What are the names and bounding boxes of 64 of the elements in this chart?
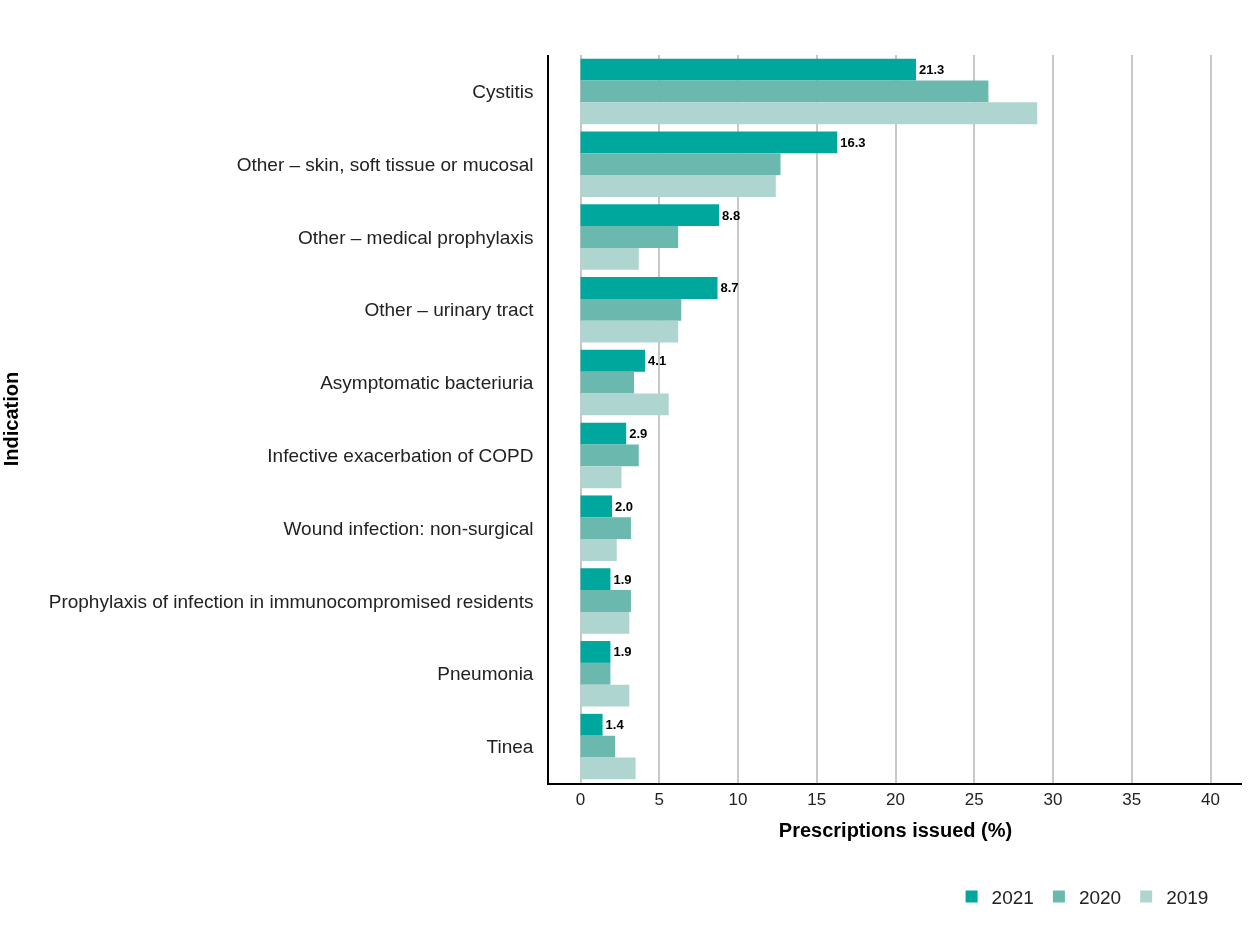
bar (580, 684, 630, 707)
x-tick-label: 35 (1122, 790, 1142, 810)
data-label: 8.7 (720, 280, 739, 296)
bar (580, 495, 612, 518)
bar (580, 611, 630, 634)
x-axis-title: Prescriptions issued (%) (778, 819, 1013, 842)
bar (580, 444, 639, 467)
y-tick-label: Other – medical prophylaxis (297, 226, 534, 248)
x-tick-label: 5 (654, 790, 664, 810)
bar (580, 757, 636, 780)
data-label: 16.3 (840, 134, 866, 150)
y-tick-label: Pneumonia (437, 663, 534, 685)
bar (580, 58, 916, 81)
bar (580, 277, 718, 299)
data-label: 21.3 (918, 62, 945, 78)
bar (580, 349, 646, 372)
x-tick-label: 30 (1043, 790, 1063, 810)
data-label: 8.8 (722, 207, 741, 223)
data-label: 1.9 (613, 571, 632, 587)
y-tick-label: Tinea (486, 736, 534, 758)
x-tick-label: 20 (886, 790, 905, 810)
bar (580, 102, 1038, 125)
bar (580, 204, 720, 227)
bar (580, 713, 603, 736)
legend-label: 2019 (1166, 886, 1209, 908)
data-label: 2.9 (629, 426, 648, 442)
bar (580, 153, 781, 176)
bar (580, 590, 631, 612)
bar (580, 226, 679, 248)
bar (580, 175, 776, 197)
bar (580, 247, 639, 270)
x-tick-label: 40 (1201, 790, 1220, 810)
data-label: 1.4 (605, 717, 625, 733)
bar (580, 641, 611, 663)
legend-label: 2020 (1078, 886, 1122, 908)
bar (580, 320, 679, 343)
y-axis-title: Indication (0, 371, 22, 467)
bar (580, 298, 682, 321)
y-tick-label: Other – skin, soft tissue or mucosal (236, 153, 534, 175)
bar (580, 371, 635, 394)
legend-label: 2021 (991, 886, 1034, 908)
bar (580, 466, 622, 489)
bar (580, 517, 631, 540)
bar (580, 131, 838, 154)
data-label: 2.0 (615, 498, 634, 514)
y-tick-label: Infective exacerbation of COPD (267, 445, 534, 467)
x-tick-label: 25 (964, 790, 984, 810)
bar (580, 393, 669, 416)
y-tick-label: Wound infection: non-surgical (283, 517, 534, 539)
y-tick-label: Prophylaxis of infection in immunocompromised residents (48, 590, 534, 612)
bar (580, 422, 627, 445)
data-label: 4.1 (648, 353, 667, 369)
bar (580, 568, 611, 591)
bar (580, 735, 616, 758)
data-label: 1.9 (613, 644, 632, 660)
y-tick-label: Cystitis (472, 81, 534, 103)
x-tick-label: 15 (807, 790, 827, 810)
y-tick-label: Other – urinary tract (364, 299, 535, 321)
y-tick-label: Asymptomatic bacteriuria (320, 372, 534, 394)
bar (580, 80, 989, 103)
x-tick-label: 0 (575, 790, 586, 810)
x-tick-label: 10 (728, 790, 748, 810)
bar (580, 539, 617, 561)
bar (580, 662, 611, 685)
